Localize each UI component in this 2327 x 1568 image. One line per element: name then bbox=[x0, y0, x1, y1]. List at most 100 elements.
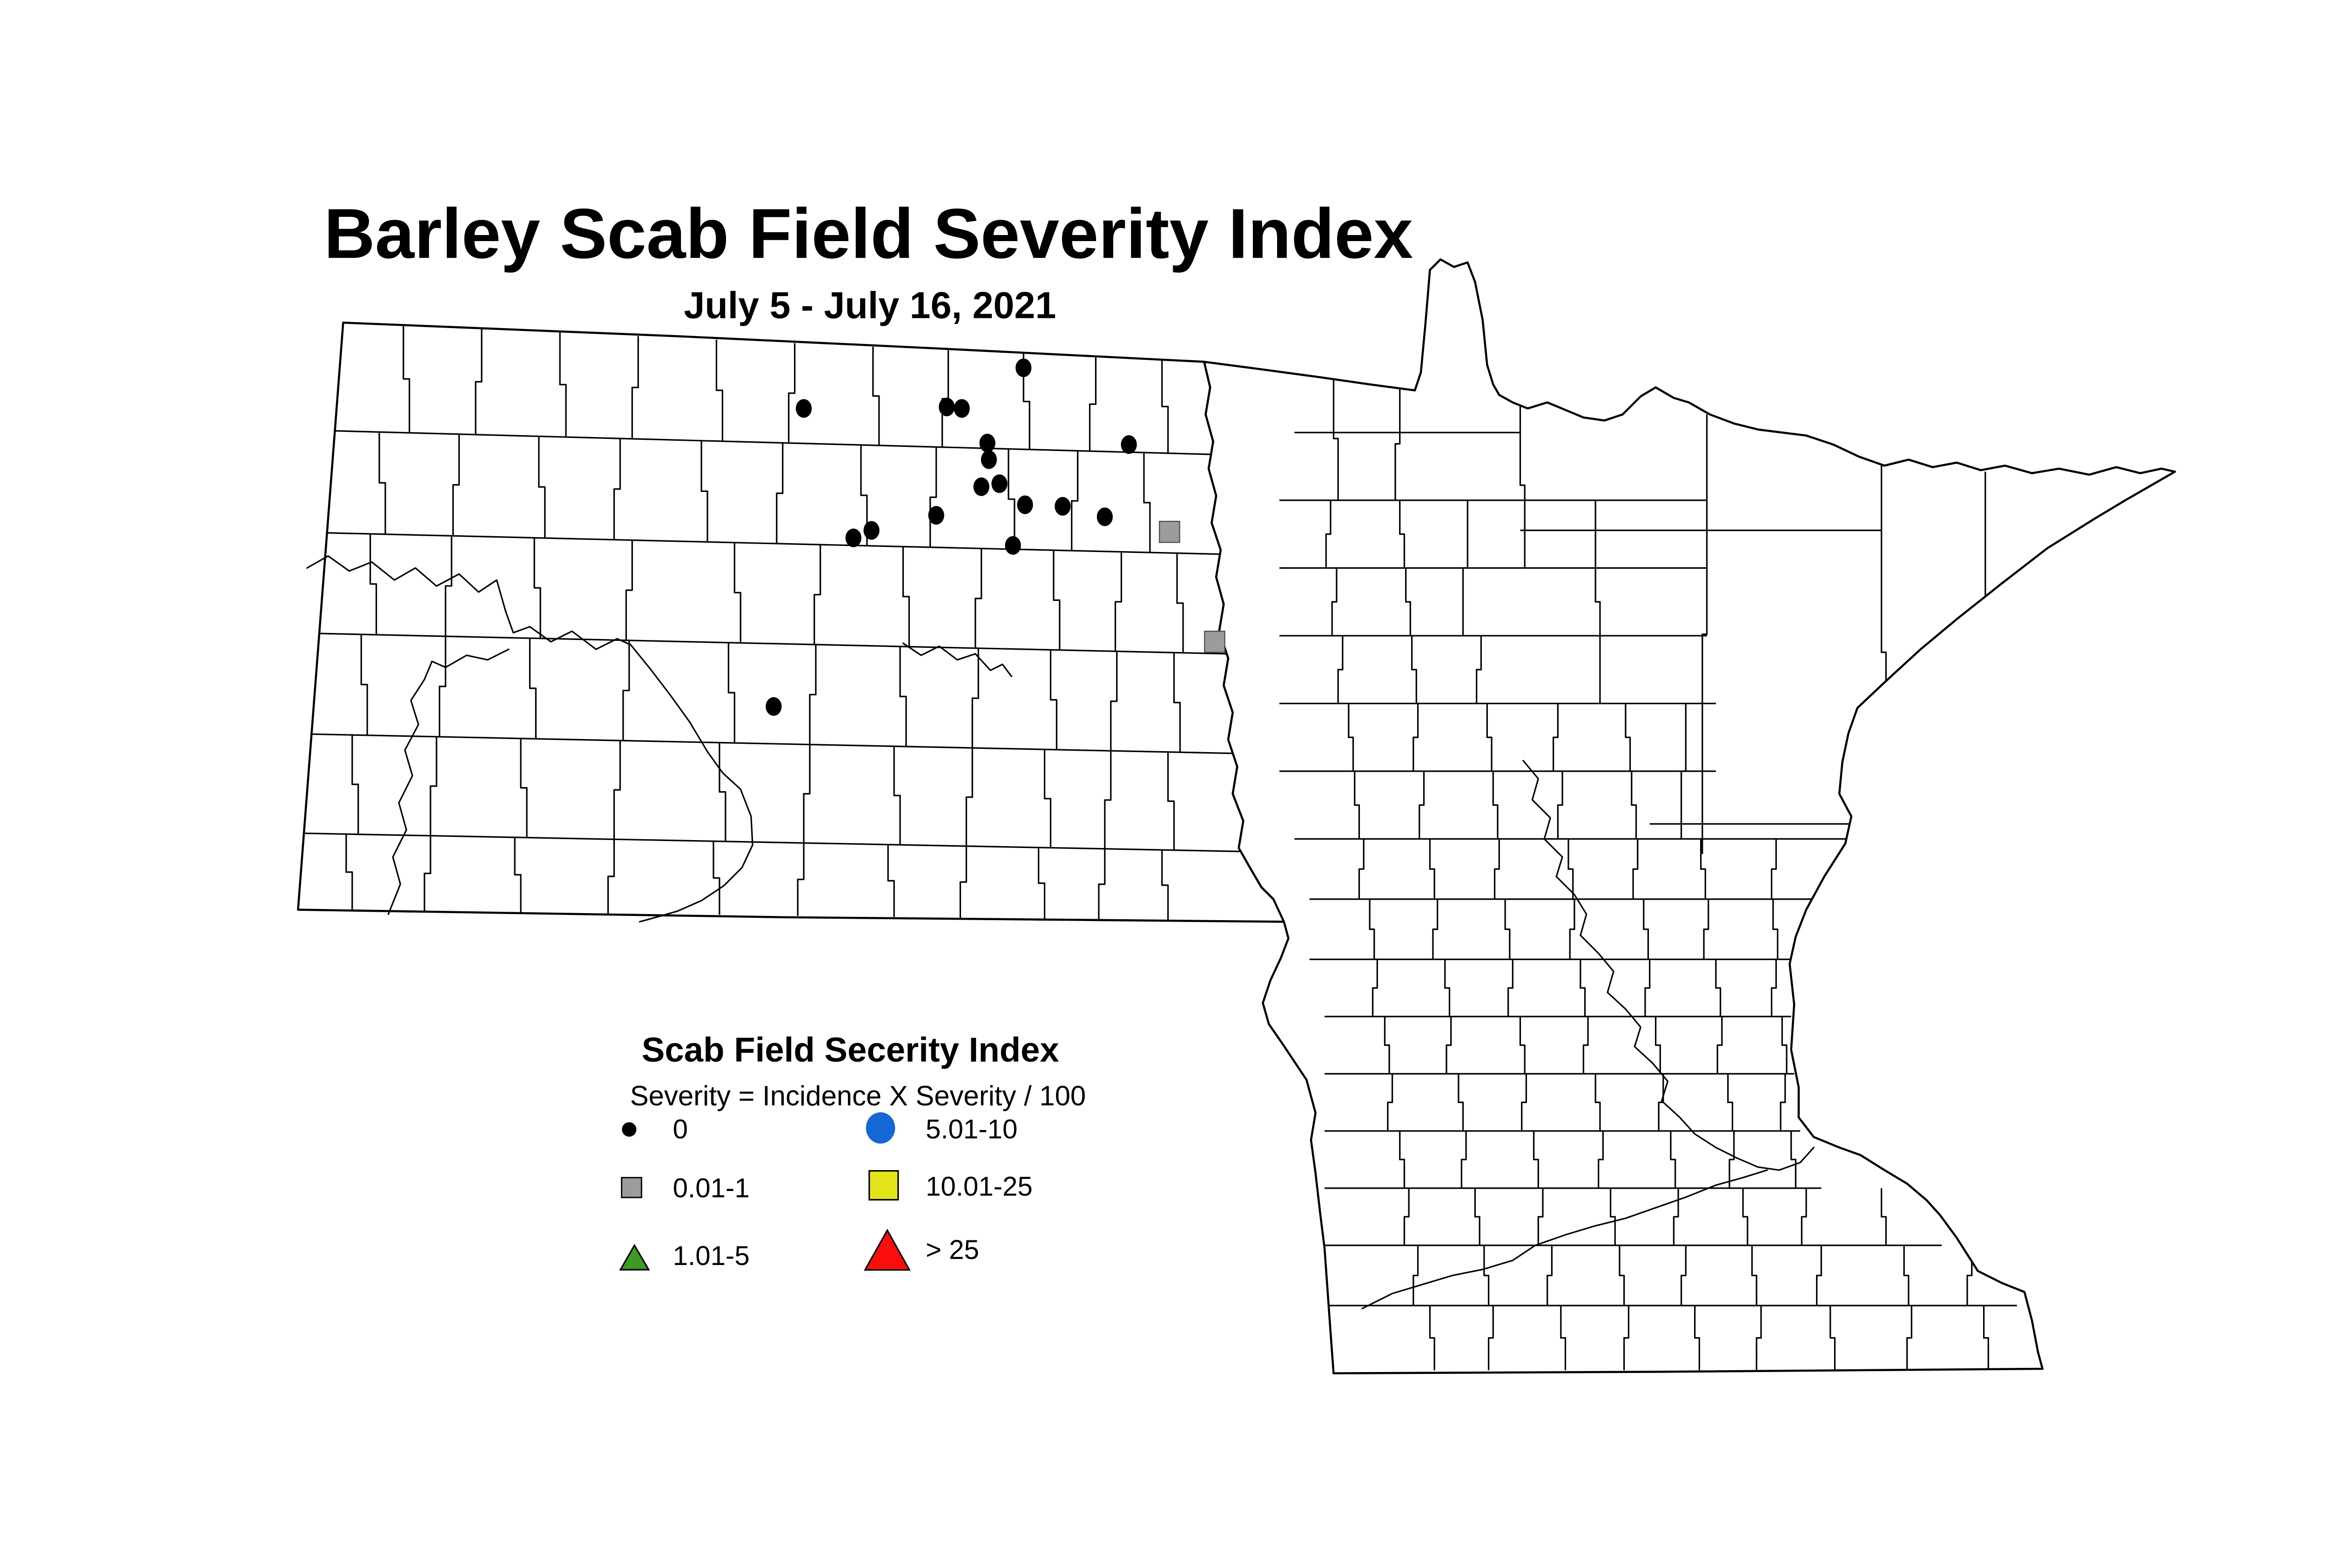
field-point-severity-0 bbox=[845, 528, 861, 547]
county-boundary-line bbox=[1358, 839, 1365, 899]
field-point-severity-0 bbox=[1096, 507, 1113, 526]
county-boundary-line bbox=[1462, 500, 1468, 636]
county-boundary-line bbox=[1557, 771, 1563, 839]
county-boundary-line bbox=[514, 837, 522, 913]
county-boundary-line bbox=[860, 445, 868, 546]
county-boundary-line bbox=[1533, 1131, 1539, 1188]
county-boundary-line bbox=[1089, 357, 1097, 451]
county-boundary-line bbox=[1694, 1306, 1700, 1371]
county-boundary-line bbox=[1521, 1074, 1527, 1131]
county-boundary-line bbox=[1632, 839, 1639, 899]
legend-formula: Severity = Incidence X Severity / 100 bbox=[630, 1080, 1086, 1111]
county-boundary-line bbox=[1594, 500, 1601, 704]
county-boundary-line bbox=[360, 634, 368, 735]
legend-label-1-5: 1.01-5 bbox=[673, 1241, 750, 1271]
field-point-severity-0 bbox=[1055, 497, 1071, 516]
county-boundary-line bbox=[1658, 1074, 1664, 1131]
county-boundary-line bbox=[1625, 703, 1631, 772]
county-boundary-line bbox=[1348, 703, 1354, 772]
county-boundary-line bbox=[1751, 1245, 1757, 1306]
county-boundary-line bbox=[797, 843, 805, 916]
county-boundary-line bbox=[1560, 1306, 1567, 1371]
county-boundary-line bbox=[1801, 1188, 1807, 1245]
county-boundary-line bbox=[625, 540, 633, 640]
county-boundary-line bbox=[1619, 1245, 1625, 1306]
county-boundary-line bbox=[1399, 1131, 1406, 1188]
legend-gray-square-icon bbox=[621, 1177, 642, 1198]
county-boundary-line bbox=[1673, 1188, 1679, 1245]
county-boundary-line bbox=[475, 329, 483, 435]
legend-label-001-1: 0.01-1 bbox=[673, 1173, 750, 1203]
county-boundary-line bbox=[559, 332, 567, 437]
minnesota-river-line bbox=[1361, 1169, 1768, 1310]
field-point-severity-0 bbox=[1016, 358, 1032, 377]
field-point-severity-0 bbox=[973, 477, 989, 496]
county-boundary-line bbox=[1486, 703, 1493, 772]
county-boundary-line bbox=[700, 440, 708, 542]
county-boundary-line bbox=[809, 644, 817, 745]
county-boundary-line bbox=[1537, 1188, 1544, 1245]
county-boundary-line bbox=[1493, 839, 1500, 899]
county-boundary-line bbox=[538, 436, 546, 538]
county-boundary-line bbox=[1354, 771, 1360, 839]
central-nd-stream-line bbox=[902, 642, 1012, 677]
county-boundary-line bbox=[1399, 500, 1406, 568]
field-point-severity-0 bbox=[1121, 435, 1137, 454]
county-boundary-line bbox=[776, 443, 784, 544]
county-boundary-line bbox=[1337, 635, 1344, 704]
county-boundary-line bbox=[727, 642, 735, 743]
county-boundary-line bbox=[1703, 899, 1709, 960]
county-boundary-line bbox=[1492, 771, 1499, 839]
field-point-severity-0 bbox=[979, 433, 995, 453]
field-point-severity-0 bbox=[991, 474, 1008, 493]
county-boundary-line bbox=[1098, 849, 1106, 920]
page-title: Barley Scab Field Severity Index bbox=[324, 194, 1413, 273]
county-boundary-line bbox=[872, 346, 880, 445]
field-point-severity-0 bbox=[928, 506, 944, 525]
county-boundary-line bbox=[1432, 899, 1439, 960]
county-boundary-line bbox=[1458, 1074, 1464, 1131]
county-boundary-line bbox=[1519, 402, 1526, 568]
field-point-severity-0 bbox=[766, 697, 782, 716]
county-boundary-line bbox=[1553, 703, 1559, 772]
county-boundary-line bbox=[403, 325, 410, 433]
county-boundary-line bbox=[1903, 1245, 1910, 1306]
county-boundary-line bbox=[1790, 1131, 1796, 1188]
legend-label-10-25: 10.01-25 bbox=[926, 1171, 1033, 1202]
county-boundary-line bbox=[1623, 1306, 1629, 1371]
county-boundary-line bbox=[1680, 1245, 1687, 1306]
county-boundary-line bbox=[1114, 552, 1123, 652]
county-boundary-line bbox=[1829, 1306, 1836, 1371]
county-boundary-line bbox=[1631, 771, 1637, 839]
legend: Scab Field Secerity Index Severity = Inc… bbox=[619, 1030, 1086, 1271]
county-boundary-line bbox=[902, 546, 910, 647]
legend-label-gt-25: > 25 bbox=[926, 1235, 979, 1265]
county-boundary-line bbox=[1008, 449, 1016, 550]
county-boundary-line bbox=[1547, 1245, 1553, 1306]
county-boundary-line bbox=[1654, 1016, 1661, 1074]
county-boundary-line bbox=[345, 834, 353, 910]
county-boundary-line bbox=[1429, 1306, 1435, 1371]
county-boundary-line bbox=[1670, 1131, 1676, 1188]
county-boundary-line bbox=[444, 535, 452, 637]
county-boundary-line bbox=[1173, 653, 1181, 753]
county-boundary-line bbox=[1460, 1131, 1467, 1188]
county-boundary-line bbox=[1104, 751, 1112, 849]
county-boundary-line bbox=[971, 648, 979, 748]
county-boundary-line bbox=[1429, 839, 1435, 899]
county-boundary-line bbox=[1881, 1188, 1887, 1245]
county-boundary-line bbox=[1411, 635, 1417, 704]
north-dakota-county-lines bbox=[298, 325, 1284, 921]
county-boundary-line bbox=[1582, 1016, 1589, 1074]
county-boundary-line bbox=[1770, 959, 1777, 1017]
county-boundary-line bbox=[887, 844, 895, 917]
county-boundary-line bbox=[1143, 452, 1151, 553]
county-boundary-line bbox=[965, 748, 973, 847]
county-boundary-line bbox=[1369, 899, 1375, 960]
page-subtitle: July 5 - July 16, 2021 bbox=[684, 285, 1056, 327]
county-boundary-line bbox=[298, 832, 1284, 854]
county-boundary-line bbox=[1781, 1016, 1788, 1074]
county-boundary-line bbox=[430, 736, 437, 836]
county-boundary-line bbox=[1680, 703, 1687, 839]
